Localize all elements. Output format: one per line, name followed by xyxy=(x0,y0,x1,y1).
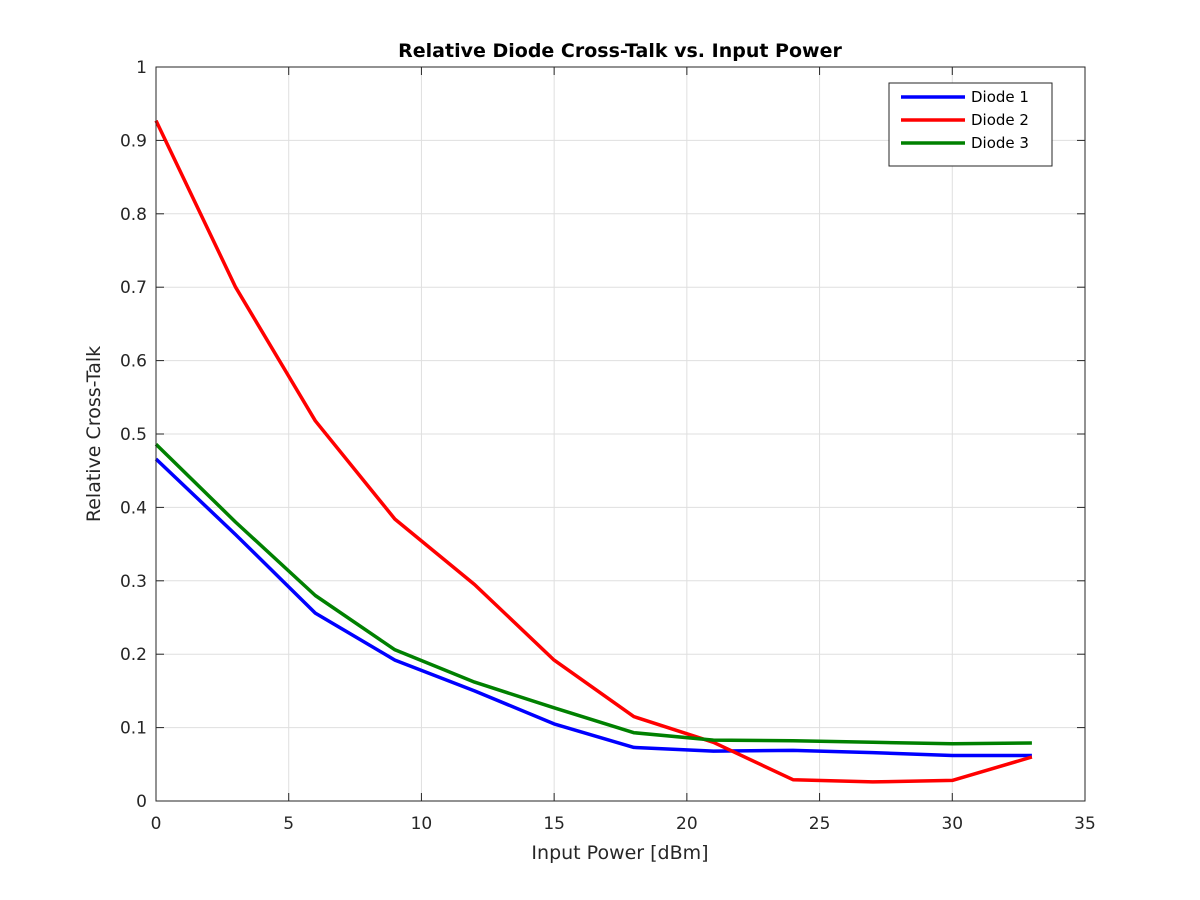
series-lines xyxy=(154,119,1033,784)
x-tick-label: 10 xyxy=(411,814,433,834)
tick-marks xyxy=(155,66,1086,802)
series-line-diode-2 xyxy=(154,119,1033,784)
legend-label: Diode 3 xyxy=(971,134,1029,152)
y-tick-label: 0.1 xyxy=(120,719,147,739)
grid xyxy=(155,66,1086,802)
x-tick-label: 15 xyxy=(543,814,565,834)
y-tick-label: 0 xyxy=(136,792,147,812)
legend-label: Diode 2 xyxy=(971,111,1029,129)
y-tick-label: 0.8 xyxy=(120,205,147,225)
legend-label: Diode 1 xyxy=(971,88,1029,106)
y-axis-label: Relative Cross-Talk xyxy=(83,346,105,522)
x-tick-label: 35 xyxy=(1074,814,1096,834)
y-tick-label: 0.9 xyxy=(120,131,147,151)
y-tick-labels: 0 0.1 0.2 0.3 0.4 0.5 0.6 0.7 0.8 0.9 1 xyxy=(120,58,147,812)
series-line-diode-1 xyxy=(154,457,1032,758)
x-tick-labels: 0 5 10 15 20 25 30 35 xyxy=(151,814,1096,834)
x-tick-label: 30 xyxy=(941,814,963,834)
chart-title: Relative Diode Cross-Talk vs. Input Powe… xyxy=(398,40,842,62)
y-tick-label: 0.7 xyxy=(120,278,147,298)
x-tick-label: 5 xyxy=(283,814,294,834)
y-tick-label: 0.3 xyxy=(120,572,147,592)
y-tick-label: 0.2 xyxy=(120,645,147,665)
legend: Diode 1 Diode 2 Diode 3 xyxy=(888,82,1053,167)
y-tick-label: 1 xyxy=(136,58,147,78)
x-tick-label: 25 xyxy=(809,814,831,834)
x-tick-label: 0 xyxy=(151,814,162,834)
series-line-diode-3 xyxy=(154,443,1032,746)
x-tick-label: 20 xyxy=(676,814,698,834)
x-axis-label: Input Power [dBm] xyxy=(531,842,708,864)
y-tick-label: 0.4 xyxy=(120,498,147,518)
y-tick-label: 0.6 xyxy=(120,352,147,372)
y-tick-label: 0.5 xyxy=(120,425,147,445)
